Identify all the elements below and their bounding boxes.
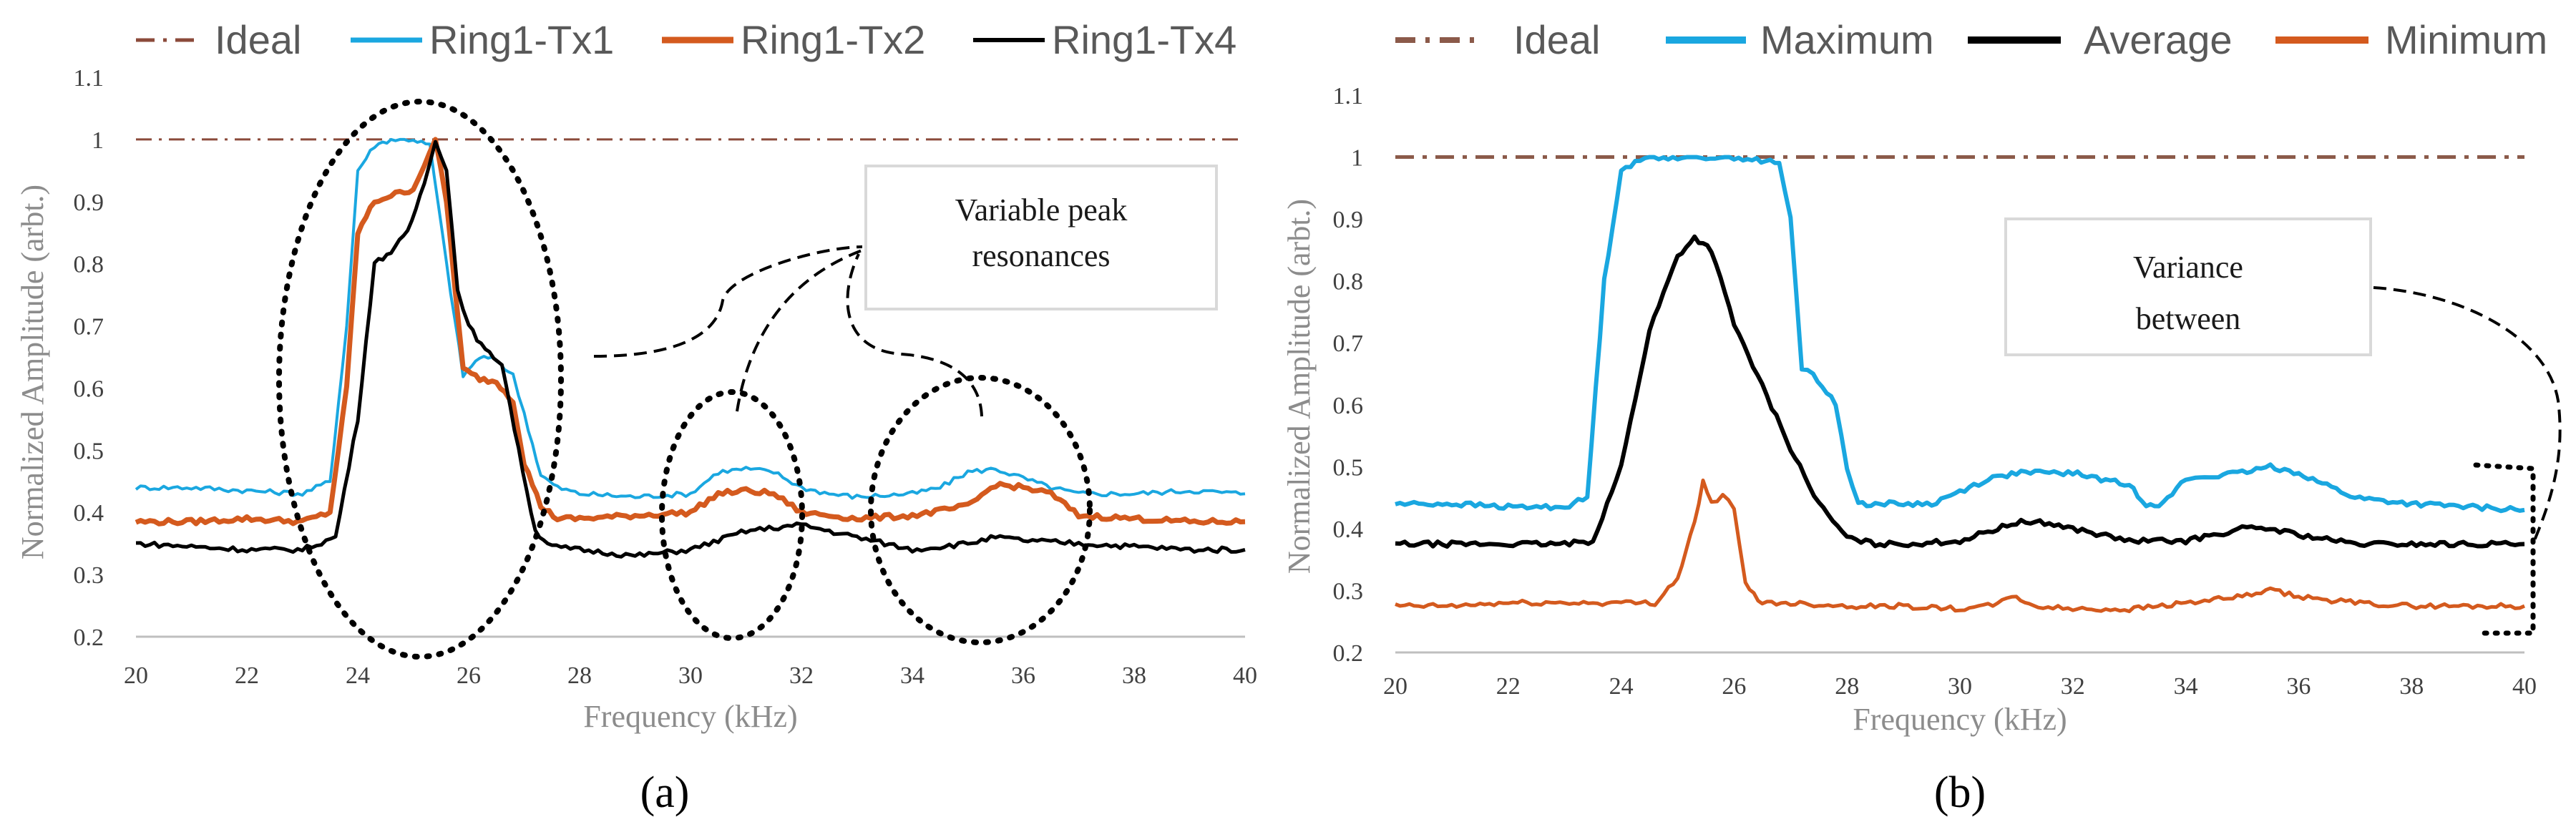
legend-b-ideal-label: Ideal [1513,17,1600,62]
x-tick-label: 34 [2174,673,2198,700]
series-line-maximum [1395,155,2525,514]
x-tick-label: 36 [2286,673,2311,700]
y-tick-label: 0.4 [1333,517,1364,543]
annotation-box-b [2004,217,2372,356]
x-tick-label: 36 [1011,662,1035,689]
legend-b-min-label: Minimum [2385,17,2547,62]
x-tick-label: 24 [346,662,370,689]
x-ticks-a: 20 22 24 26 28 30 32 34 36 38 40 [124,662,1257,689]
x-axis-title-a: Frequency (kHz) [583,699,797,734]
annotation-a-line-1: Variable peak [955,192,1128,227]
x-tick-label: 38 [2399,673,2424,700]
y-tick-label: 0.4 [74,500,104,527]
legend-a-ideal-label: Ideal [215,17,301,62]
x-tick-label: 20 [1383,673,1407,700]
x-tick-label: 20 [124,662,148,689]
y-tick-label: 0.7 [1333,331,1364,357]
y-tick-label: 0.8 [74,252,104,278]
series-line-ring1-tx2 [135,137,1246,527]
y-tick-label: 1.1 [1333,83,1364,109]
x-tick-label: 40 [2512,673,2537,700]
x-ticks-b: 20 22 24 26 28 30 32 34 36 38 40 [1383,673,2537,700]
legend-b: Ideal Maximum Average Minimum [1395,17,2547,62]
legend-a-tx1-label: Ring1-Tx1 [429,17,614,62]
dotted-ellipse-31khz [659,389,805,641]
series-line-ring1-tx1 [135,137,1246,500]
series-line-minimum [1395,478,2525,614]
y-tick-label: 1 [1351,145,1363,172]
y-tick-label: 1.1 [74,65,104,92]
dotted-ellipse-36khz [868,375,1093,645]
legend-a-tx2-label: Ring1-Tx2 [741,17,925,62]
x-tick-label: 40 [1233,662,1257,689]
y-tick-label: 0.9 [74,190,104,216]
x-tick-label: 32 [2061,673,2085,700]
annotation-a-line-2: resonances [972,238,1110,273]
annotation-b-line-2: between [2136,301,2241,336]
x-axis-title-b: Frequency (kHz) [1853,702,2067,737]
connector-peak [593,245,863,358]
y-tick-label: 0.5 [1333,454,1364,481]
annotation-box-a [864,165,1218,310]
panel-label-b: (b) [1934,768,1986,817]
dotted-ellipse-peak [276,99,564,660]
y-tick-label: 0.7 [74,314,104,341]
legend-a-tx4-label: Ring1-Tx4 [1052,17,1236,62]
x-tick-label: 26 [457,662,481,689]
series-line-average [1395,234,2525,549]
y-tick-label: 1 [92,127,104,154]
y-tick-label: 0.2 [74,625,104,651]
y-tick-label: 0.3 [1333,578,1364,605]
panel-b: Ideal Maximum Average Minimum 0.20.30.40… [1282,17,2562,817]
y-tick-label: 0.3 [74,562,104,589]
x-tick-label: 22 [1496,673,1521,700]
connector-36khz [846,253,983,417]
x-tick-label: 22 [235,662,259,689]
legend-a: Ideal Ring1-Tx1 Ring1-Tx2 Ring1-Tx4 [136,17,1236,62]
y-axis-title-b: Normalized Amplitude (arbt.) [1282,199,1317,574]
panel-label-a: (a) [640,768,690,817]
y-tick-label: 0.6 [1333,393,1364,419]
x-tick-label: 34 [900,662,924,689]
connector-b [2373,286,2562,544]
y-axis-title-a: Normalized Amplitude (arbt.) [15,185,50,559]
annotation-b-line-1: Variance [2133,250,2243,285]
x-tick-label: 30 [678,662,703,689]
x-tick-label: 32 [789,662,814,689]
y-tick-label: 0.5 [74,438,104,464]
y-ticks-b: 0.2 0.3 0.4 0.5 0.6 0.7 0.8 0.9 1 1.1 [1333,83,1364,667]
x-tick-label: 38 [1122,662,1146,689]
y-tick-label: 0.6 [74,376,104,402]
x-tick-label: 24 [1609,673,1634,700]
x-tick-label: 28 [1835,673,1859,700]
connector-31khz [736,248,867,412]
dotted-bracket [2473,462,2536,636]
series-line-ring1-tx4 [135,140,1246,559]
legend-b-max-label: Maximum [1760,17,1934,62]
x-tick-label: 28 [567,662,592,689]
y-ticks-a: 0.2 0.3 0.4 0.5 0.6 0.7 0.8 0.9 1 1.1 [74,65,104,651]
y-tick-label: 0.9 [1333,207,1364,233]
series-group-b [1395,155,2525,614]
y-tick-label: 0.8 [1333,269,1364,295]
panel-a: Ideal Ring1-Tx1 Ring1-Tx2 Ring1-Tx4 0.20… [15,17,1257,817]
series-group-a [135,137,1246,559]
y-tick-label: 0.2 [1333,640,1364,667]
legend-b-avg-label: Average [2084,17,2233,62]
x-tick-label: 26 [1722,673,1746,700]
x-tick-label: 30 [1948,673,1972,700]
